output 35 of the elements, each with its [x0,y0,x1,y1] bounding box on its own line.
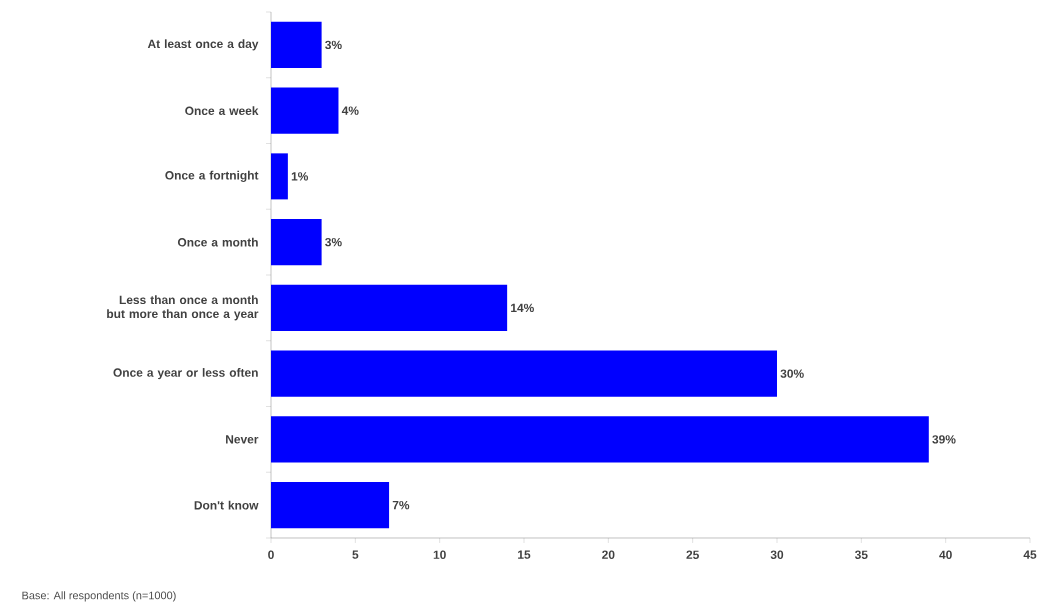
x-tick-label: 10 [433,550,446,559]
bar [271,416,929,463]
bar [271,219,322,266]
data-label: 3% [325,40,342,50]
bar [271,284,508,331]
x-tick-label: 0 [268,550,274,559]
y-tick-label: Less than once a month but more than once a year [107,295,259,321]
data-label: 3% [325,237,342,247]
x-tick-label: 20 [602,550,615,559]
bar [271,21,322,68]
data-label: 30% [780,369,804,378]
data-label: 14% [511,303,534,313]
x-tick-label: 40 [939,550,952,559]
y-tick-label: Once a fortnight [165,170,259,182]
x-tick-label: 15 [518,550,531,559]
data-label: 4% [341,106,359,115]
y-tick-label: At least once a day [147,39,259,51]
bar [271,87,339,134]
data-label: 39% [932,435,956,444]
bar [271,350,778,397]
y-tick-label: Once a week [185,106,259,115]
y-tick-label: Don't know [194,500,259,510]
x-tick-label: 25 [686,550,699,559]
y-tick-label: Once a month [177,237,258,247]
bar [271,153,288,200]
y-tick-label: Once a year or less often [113,368,258,380]
text: Base: All respondents (n=1000) [22,591,176,602]
x-tick-label: 45 [1023,550,1037,559]
data-label: 7% [392,500,410,510]
x-tick-label: 30 [770,550,784,559]
x-tick-label: 35 [854,550,868,559]
y-tick-label: Never [226,435,259,444]
data-label: 1% [291,172,309,181]
x-tick-label: 5 [352,550,359,559]
bar [271,482,390,529]
